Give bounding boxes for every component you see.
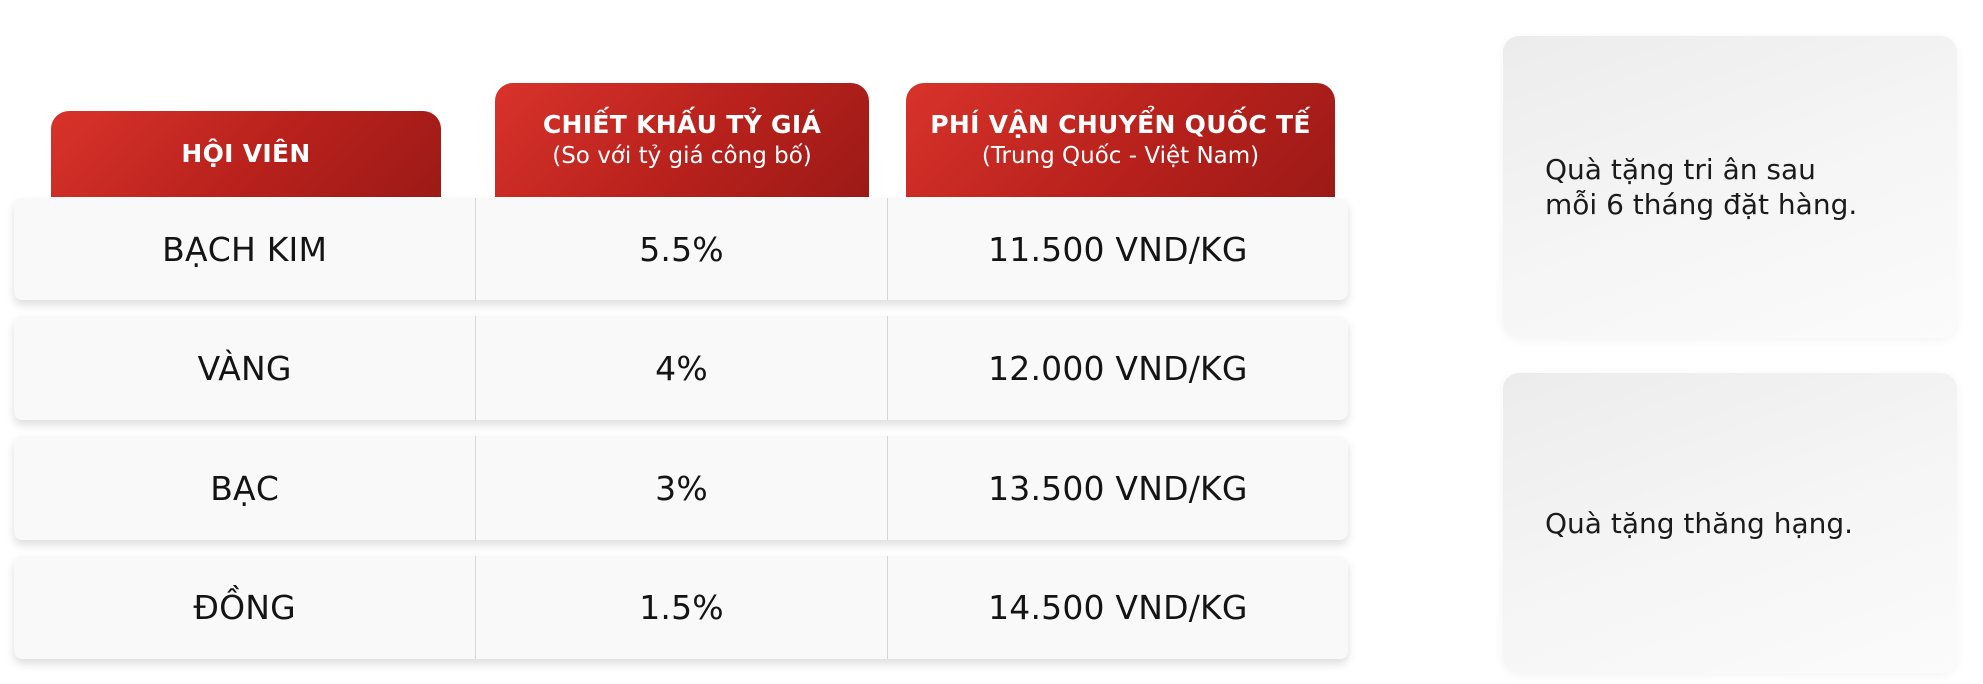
header-shipping-subtitle: (Trung Quốc - Việt Nam) (981, 143, 1260, 169)
gift-card-text: Quà tặng tri ân sau mỗi 6 tháng đặt hàng… (1545, 152, 1857, 222)
gift-card-text: Quà tặng thăng hạng. (1545, 506, 1853, 541)
header-shipping-title: PHÍ VẬN CHUYỂN QUỐC TẾ (930, 110, 1311, 139)
shipping-cell: 12.000 VND/KG (886, 316, 1348, 420)
discount-cell: 1.5% (475, 556, 886, 659)
header-discount-subtitle: (So với tỷ giá công bố) (552, 143, 812, 169)
table-row: ĐỒNG 1.5% 14.500 VND/KG (14, 556, 1348, 659)
gift-card-loyalty: Quà tặng tri ân sau mỗi 6 tháng đặt hàng… (1503, 36, 1957, 338)
shipping-cell: 13.500 VND/KG (886, 436, 1348, 540)
shipping-cell: 11.500 VND/KG (886, 198, 1348, 300)
discount-cell: 3% (475, 436, 886, 540)
gift-text-line: Quà tặng tri ân sau (1545, 153, 1816, 186)
gift-text-line: mỗi 6 tháng đặt hàng. (1545, 188, 1858, 221)
tier-cell: ĐỒNG (193, 588, 296, 627)
gift-text-line: Quà tặng thăng hạng. (1545, 506, 1854, 540)
table-row: BẠCH KIM 5.5% 11.500 VND/KG (14, 198, 1348, 300)
shipping-cell: 14.500 VND/KG (886, 556, 1348, 659)
header-member: HỘI VIÊN (51, 111, 441, 197)
table-row: VÀNG 4% 12.000 VND/KG (14, 316, 1348, 420)
table-row: BẠC 3% 13.500 VND/KG (14, 436, 1348, 540)
tier-cell: BẠC (210, 468, 280, 508)
header-member-title: HỘI VIÊN (181, 139, 311, 168)
discount-cell: 4% (475, 316, 886, 420)
header-discount-title: CHIẾT KHẤU TỶ GIÁ (542, 110, 822, 139)
header-discount: CHIẾT KHẤU TỶ GIÁ (So với tỷ giá công bố… (495, 83, 869, 197)
gift-card-upgrade: Quà tặng thăng hạng. (1503, 373, 1957, 673)
tier-cell: VÀNG (197, 348, 292, 388)
discount-cell: 5.5% (475, 198, 886, 300)
tier-cell: BẠCH KIM (162, 229, 328, 269)
header-shipping: PHÍ VẬN CHUYỂN QUỐC TẾ (Trung Quốc - Việ… (906, 83, 1335, 197)
